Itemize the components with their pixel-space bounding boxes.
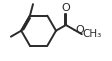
Text: O: O [76,25,84,35]
Text: CH₃: CH₃ [83,29,102,39]
Text: O: O [61,3,70,13]
